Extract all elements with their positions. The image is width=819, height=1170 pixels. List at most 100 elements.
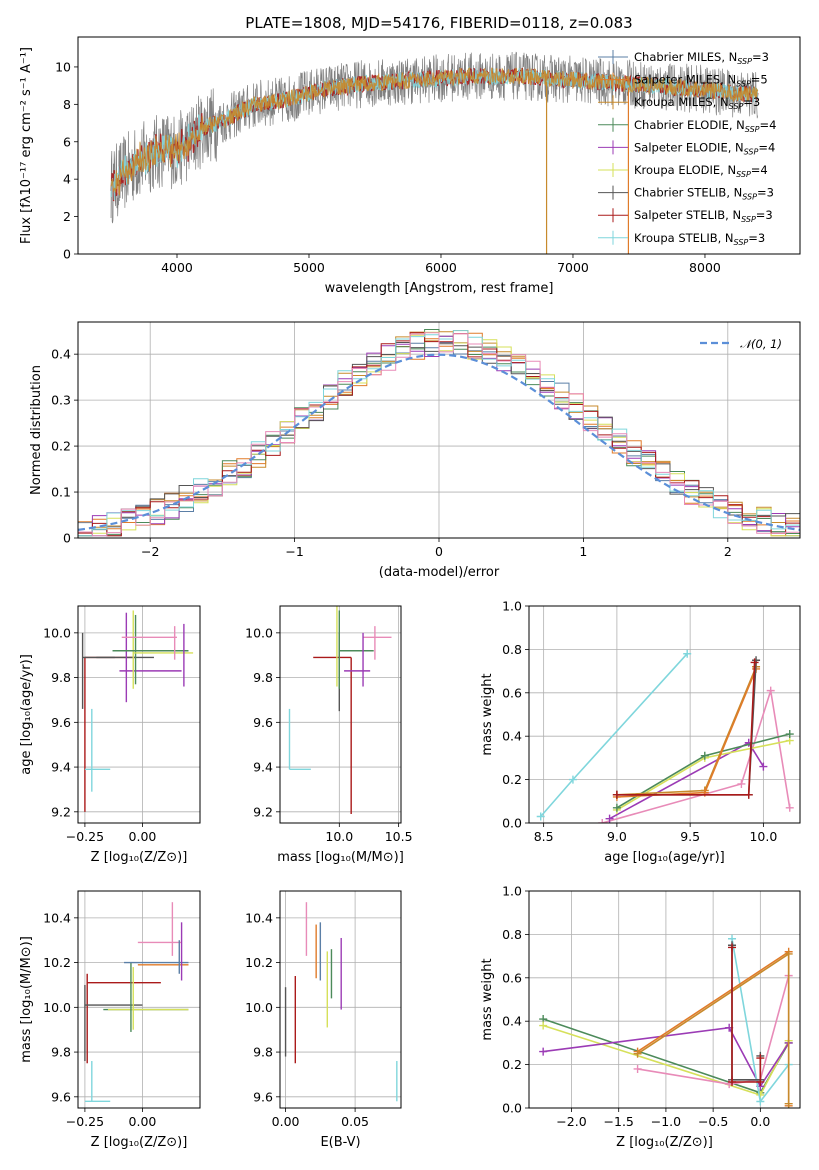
- x-tick-label: 0.05: [341, 1114, 369, 1129]
- y-tick-label: 0.4: [51, 347, 71, 362]
- panel-weight-vs-Z: −2.0 −1.5 −1.0 −0.5 0.0 0.0 0.2 0.4 0.6 0.8 1.0 Z […: [480, 884, 801, 1150]
- x-tick-label: 10.5: [385, 829, 413, 844]
- x-tick-label: 10.0: [749, 829, 777, 844]
- panel-residuals: −2 −1 0 1 2 0 0.1 0.2 0.3 0.4 (data-model)/error No…: [29, 321, 801, 580]
- y-axis-label: mass [log₁₀(M/M⊙)]: [19, 936, 34, 1063]
- error-bar-point: [84, 708, 111, 792]
- y-tick-label: 10.2: [43, 955, 71, 970]
- y-tick-label: 10.0: [43, 625, 71, 640]
- legend-label: Chabrier STELIB, NSSP=3: [634, 186, 774, 202]
- y-tick-label: 0: [63, 247, 71, 262]
- legend: Chabrier MILES, NSSP=3 Salpeter MILES, NS…: [598, 50, 776, 247]
- panel-age-vs-mass: 10.0 10.5 9.2 9.4 9.6 9.8 10.0 mass [log₁₀(M/M⊙…: [245, 605, 413, 865]
- axes-frame: [77, 890, 201, 1109]
- legend-label: Chabrier MILES, NSSP=3: [634, 50, 769, 66]
- weight-marker: [784, 949, 793, 958]
- x-tick-label: 4000: [161, 260, 193, 275]
- legend-label: Salpeter STELIB, NSSP=3: [634, 208, 773, 224]
- y-tick-label: 4: [63, 172, 71, 187]
- chart-title: PLATE=1808, MJD=54176, FIBERID=0118, z=0…: [245, 14, 632, 32]
- y-tick-label: 0.0: [502, 816, 522, 831]
- y-tick-label: 9.8: [51, 670, 71, 685]
- weight-marker: [612, 790, 621, 799]
- weight-marker: [539, 1047, 548, 1056]
- weight-marker: [728, 1077, 737, 1086]
- weight-series: [612, 664, 761, 801]
- plot-area: [84, 902, 189, 1102]
- y-tick-label: 0.4: [502, 729, 522, 744]
- legend-label: Kroupa MILES, NSSP=3: [634, 95, 760, 111]
- weight-marker: [683, 649, 692, 658]
- gaussian-curve: [78, 353, 800, 531]
- x-tick-label: 9.5: [680, 829, 700, 844]
- weight-line: [609, 741, 765, 820]
- y-axis-label: Flux [fλ10⁻¹⁷ erg cm⁻² s⁻¹ A⁻¹]: [19, 47, 34, 244]
- y-axis-label: age [log₁₀(age/yr)]: [19, 654, 34, 775]
- y-tick-label: 9.2: [51, 804, 71, 819]
- x-tick-label: 8000: [689, 260, 721, 275]
- panel-weight-vs-age: 8.5 9.0 9.5 10.0 0.0 0.2 0.4 0.6 0.8 1.0 age [log₁…: [480, 599, 801, 865]
- weight-line: [601, 690, 791, 823]
- weight-marker: [536, 812, 545, 821]
- x-axis-label: Z [log₁₀(Z/Z⊙)]: [616, 1135, 713, 1150]
- y-tick-label: 0.4: [502, 1014, 522, 1029]
- legend-label: Salpeter ELODIE, NSSP=4: [634, 140, 775, 156]
- y-tick-label: 0.2: [51, 439, 71, 454]
- y-tick-label: 10.0: [245, 1000, 273, 1015]
- x-axis-label: (data-model)/error: [379, 565, 500, 580]
- weight-marker: [750, 658, 759, 667]
- x-axis-label: Z [log₁₀(Z/Z⊙)]: [91, 1135, 188, 1150]
- y-tick-label: 0.0: [502, 1101, 522, 1116]
- x-tick-label: 9.0: [607, 829, 627, 844]
- weight-marker: [784, 1099, 793, 1108]
- x-tick-label: 0.0: [750, 1114, 770, 1129]
- y-tick-label: 2: [63, 209, 71, 224]
- weight-marker: [568, 775, 577, 784]
- y-tick-label: 9.6: [51, 715, 71, 730]
- y-axis-label: mass weight: [480, 958, 495, 1040]
- plot-area: [536, 649, 794, 823]
- x-tick-label: −0.25: [66, 1114, 104, 1129]
- y-tick-label: 9.6: [253, 1089, 273, 1104]
- y-tick-label: 0.2: [502, 772, 522, 787]
- x-tick-label: −0.25: [66, 829, 104, 844]
- plot-area: [288, 606, 392, 815]
- y-tick-label: 9.2: [253, 804, 273, 819]
- weight-line: [616, 666, 757, 796]
- x-tick-label: 10.0: [325, 829, 353, 844]
- weight-marker: [759, 762, 768, 771]
- model-spectrum-line: [110, 67, 759, 196]
- y-tick-label: 8: [63, 97, 71, 112]
- x-tick-label: −1.0: [651, 1114, 681, 1129]
- y-tick-label: 9.6: [51, 1089, 71, 1104]
- x-tick-label: −0.5: [698, 1114, 728, 1129]
- x-tick-label: 0.00: [129, 1114, 157, 1129]
- x-tick-label: 5000: [293, 260, 325, 275]
- x-tick-label: 8.5: [534, 829, 554, 844]
- panel-age-vs-Z: −0.25 0.00 9.2 9.4 9.6 9.8 10.0 Z [log₁₀(Z/Z⊙)]…: [19, 605, 201, 865]
- panel-spectrum: 4000 5000 6000 7000 8000 0 2 4 6 8 10 wavelength [A…: [19, 14, 801, 296]
- y-tick-label: 0.6: [502, 685, 522, 700]
- error-bar-point: [86, 973, 161, 1064]
- weight-marker: [766, 686, 775, 695]
- weight-marker: [785, 730, 794, 739]
- weight-marker: [756, 1077, 765, 1086]
- x-axis-label: E(B-V): [320, 1135, 360, 1150]
- weight-line: [616, 668, 757, 798]
- y-tick-label: 10.0: [245, 625, 273, 640]
- weight-series: [728, 943, 765, 1086]
- y-tick-label: 0.1: [51, 485, 71, 500]
- weight-series: [612, 730, 794, 812]
- x-axis-label: wavelength [Angstrom, rest frame]: [325, 281, 554, 296]
- x-axis-label: mass [log₁₀(M/M⊙)]: [277, 850, 404, 865]
- error-bar-point: [288, 708, 311, 771]
- axes-frame: [77, 36, 801, 255]
- y-tick-label: 0: [63, 531, 71, 546]
- axes-frame: [279, 605, 402, 824]
- x-tick-label: 1: [579, 544, 587, 559]
- axes-frame: [528, 890, 801, 1109]
- y-tick-label: 0.8: [502, 927, 522, 942]
- plot-area: [81, 610, 194, 812]
- weight-marker: [785, 803, 794, 812]
